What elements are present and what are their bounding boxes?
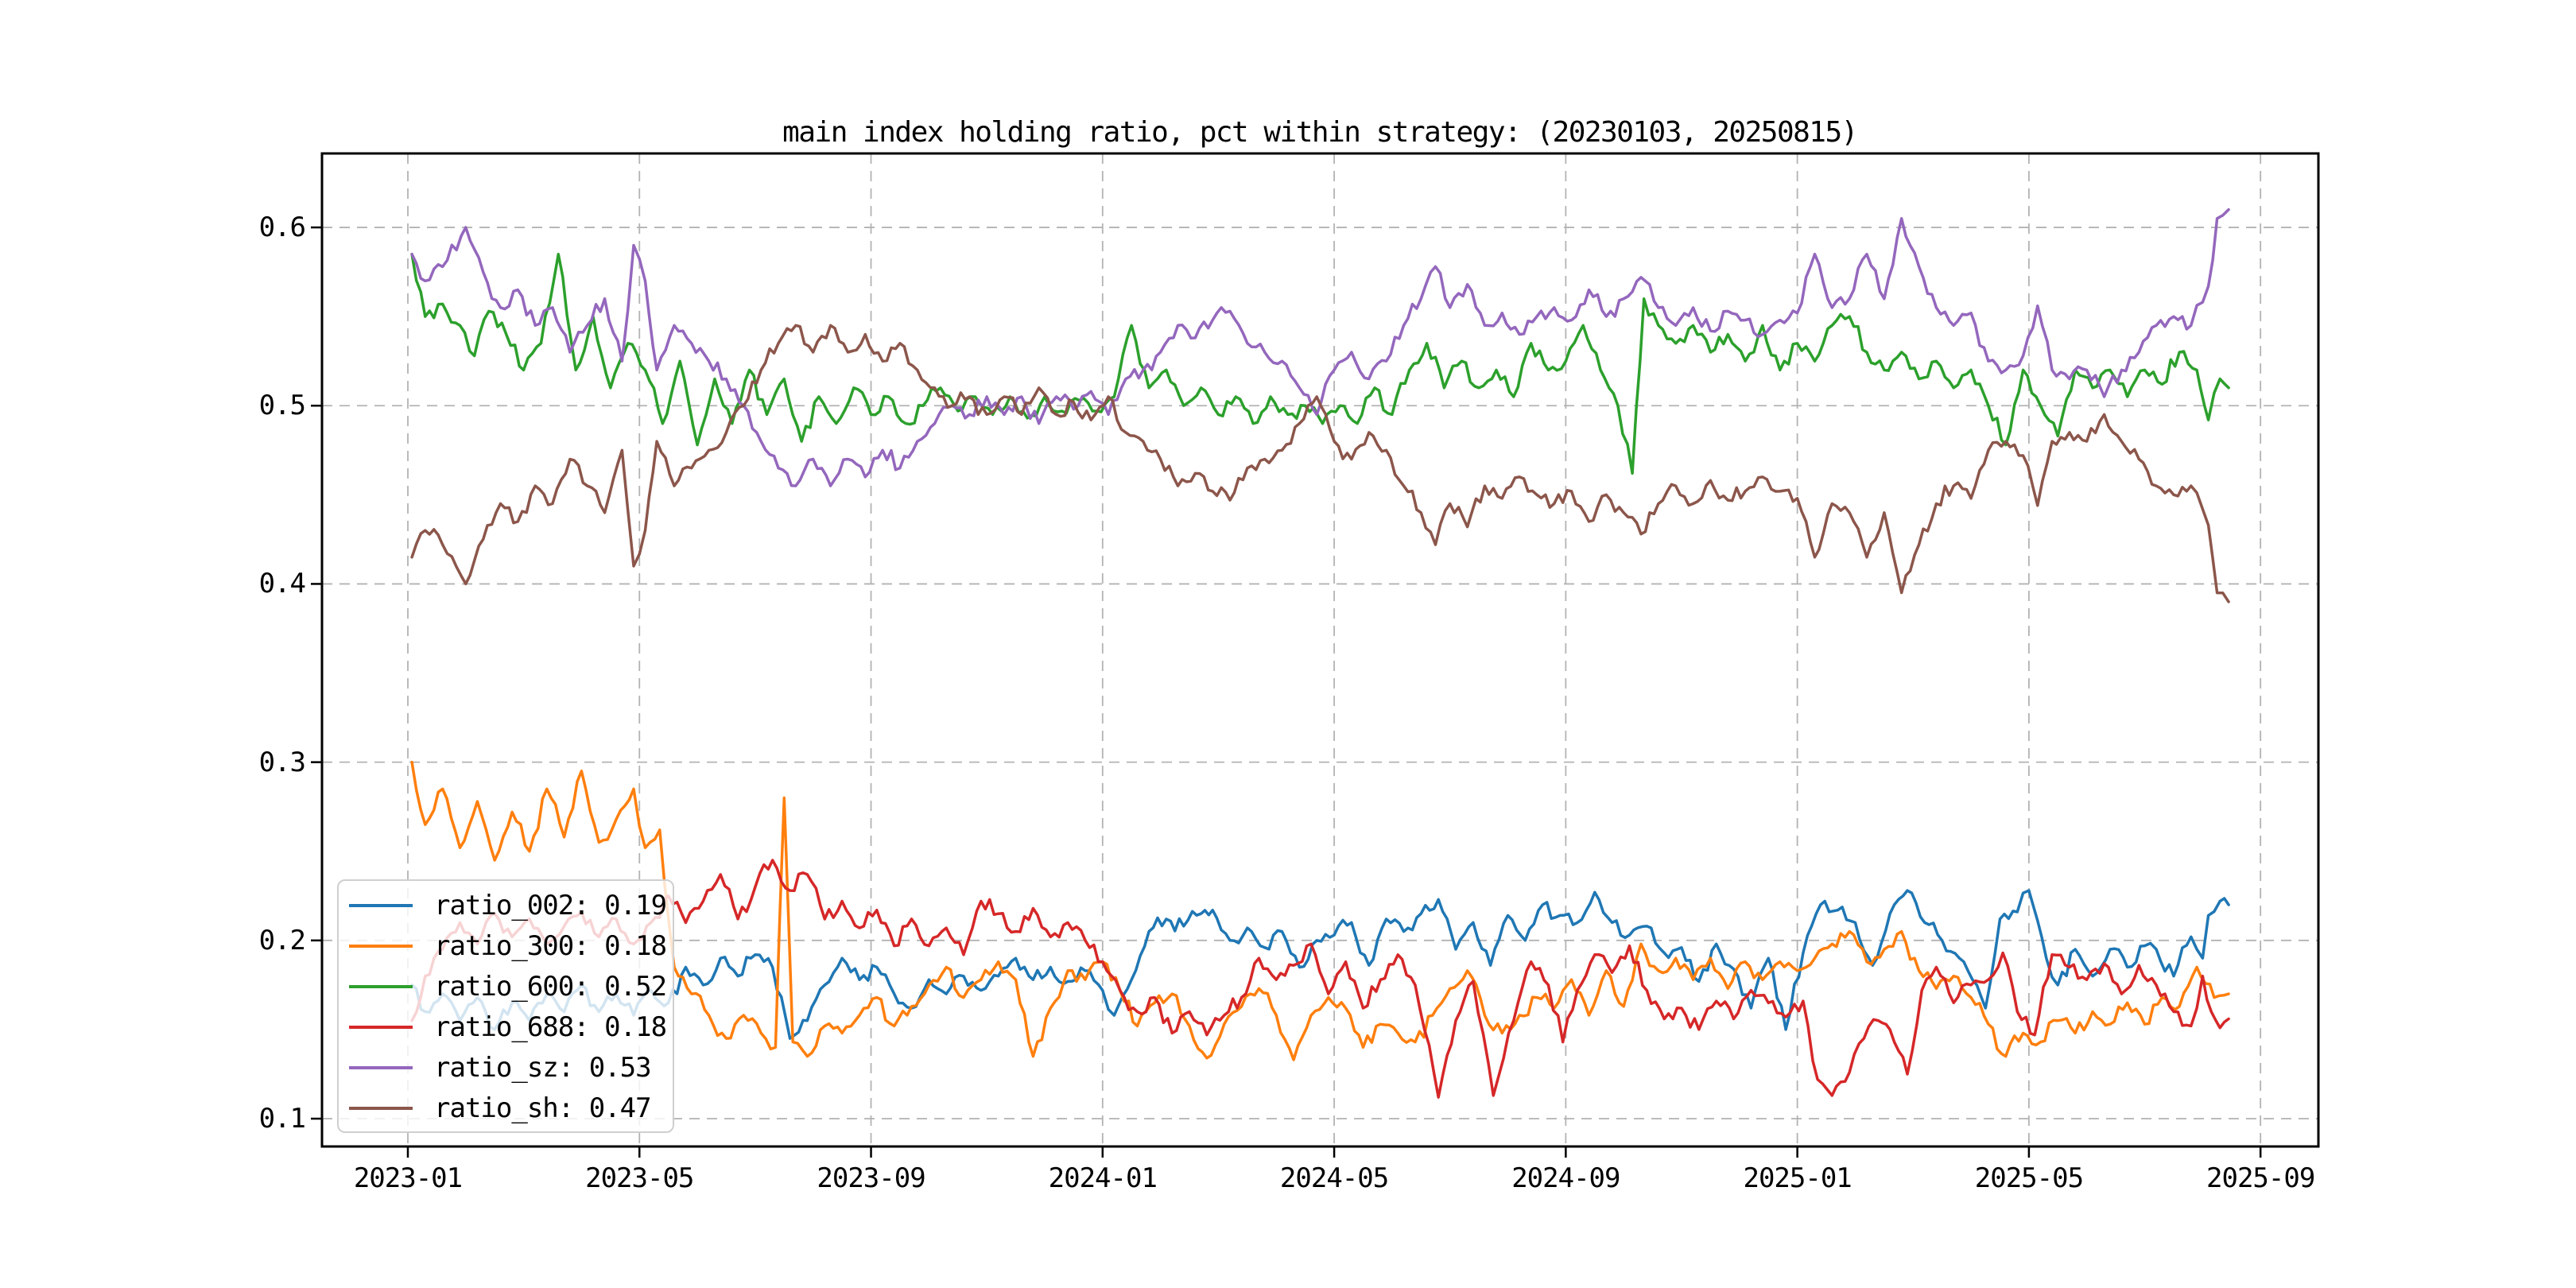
- legend-item-label: ratio_600: 0.52: [434, 970, 667, 1003]
- legend-line-sample: [349, 1065, 413, 1069]
- legend-item-ratio_sz: ratio_sz: 0.53: [339, 1047, 673, 1088]
- series-line-ratio_600: [410, 252, 2230, 475]
- x-tick-label: 2025-09: [2206, 1162, 2315, 1194]
- x-tick-label: 2024-05: [1279, 1162, 1389, 1194]
- y-tick-label: 0.3: [258, 746, 306, 778]
- legend-line-sample: [349, 1106, 413, 1110]
- legend-line-sample: [349, 944, 413, 948]
- x-tick-label: 2024-09: [1511, 1162, 1620, 1194]
- legend-item-ratio_002: ratio_002: 0.19: [339, 885, 673, 925]
- legend-item-ratio_300: ratio_300: 0.18: [339, 925, 673, 966]
- y-tick-label: 0.6: [258, 211, 306, 244]
- x-tick-label: 2024-01: [1048, 1162, 1158, 1194]
- legend-item-label: ratio_688: 0.18: [434, 1011, 667, 1043]
- legend-line-sample: [349, 1025, 413, 1029]
- series-line-ratio_688: [410, 859, 2230, 1099]
- y-tick-label: 0.4: [258, 568, 306, 600]
- series-line-ratio_sh: [410, 324, 2230, 603]
- axes-frame: [320, 152, 2320, 1148]
- legend-item-label: ratio_sz: 0.53: [434, 1051, 652, 1084]
- legend-item-ratio_600: ratio_600: 0.52: [339, 966, 673, 1007]
- series-line-ratio_002: [410, 889, 2230, 1040]
- x-tick-label: 2023-01: [353, 1162, 463, 1194]
- x-tick-label: 2023-09: [817, 1162, 925, 1194]
- legend-item-label: ratio_sh: 0.47: [434, 1092, 652, 1124]
- y-tick-label: 0.5: [258, 390, 306, 422]
- legend-item-ratio_sh: ratio_sh: 0.47: [339, 1088, 673, 1128]
- legend-item-ratio_688: ratio_688: 0.18: [339, 1007, 673, 1047]
- legend-item-label: ratio_002: 0.19: [434, 889, 667, 921]
- x-tick-label: 2025-05: [1974, 1162, 2084, 1194]
- y-tick-label: 0.1: [258, 1103, 306, 1135]
- series-line-ratio_300: [410, 760, 2230, 1061]
- legend-line-sample: [349, 903, 413, 907]
- legend: ratio_002: 0.19 ratio_300: 0.18 ratio_600:…: [337, 879, 674, 1133]
- series-line-ratio_sz: [410, 208, 2230, 487]
- x-tick-label: 2023-05: [585, 1162, 694, 1194]
- y-tick-label: 0.2: [258, 924, 306, 956]
- legend-line-sample: [349, 984, 413, 988]
- legend-item-label: ratio_300: 0.18: [434, 929, 667, 962]
- chart-title: main index holding ratio, pct within str…: [782, 116, 1858, 149]
- x-tick-label: 2025-01: [1743, 1162, 1852, 1194]
